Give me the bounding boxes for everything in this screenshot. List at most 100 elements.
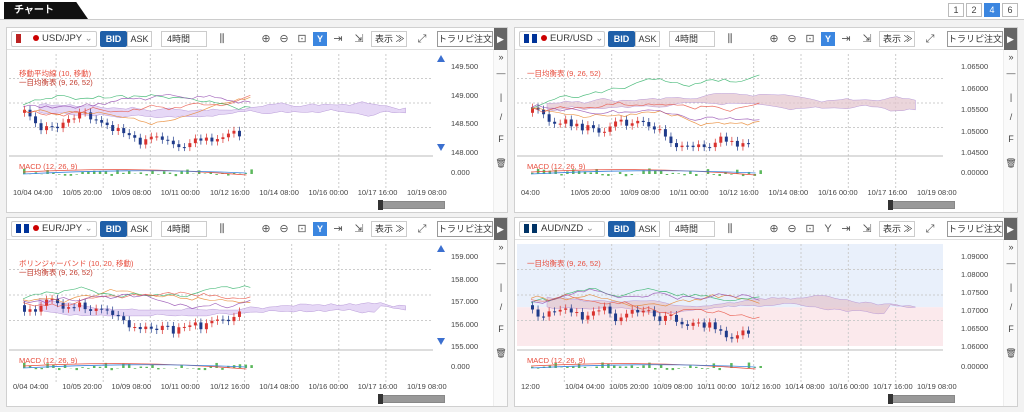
expand-icon[interactable]: ⤢: [417, 223, 427, 235]
price-chart-canvas[interactable]: [517, 54, 1001, 194]
jump-end-icon[interactable]: ⇥: [841, 33, 851, 45]
trade-order-button[interactable]: トラリピ注文: [947, 31, 1003, 47]
candle-type-icon[interactable]: ⫼: [219, 33, 225, 45]
trend-line-icon[interactable]: /: [1009, 302, 1013, 312]
horizontal-scrollbar[interactable]: [381, 395, 445, 403]
trade-order-button[interactable]: トラリピ注文: [437, 221, 493, 237]
layout-button-2[interactable]: 2: [966, 3, 982, 17]
scrollbar-handle[interactable]: [888, 394, 893, 404]
trash-icon[interactable]: 🗑: [495, 348, 507, 358]
display-menu-button[interactable]: 表示 ≫: [371, 221, 407, 237]
fit-icon[interactable]: ⊡: [297, 33, 307, 45]
zoom-in-icon[interactable]: ⊕: [261, 223, 271, 235]
currency-pair-select[interactable]: EUR/USD ⌄: [519, 31, 605, 47]
zoom-in-icon[interactable]: ⊕: [769, 33, 779, 45]
fit-icon[interactable]: ⊡: [805, 33, 815, 45]
trash-icon[interactable]: 🗑: [1005, 348, 1017, 358]
indicator-icon[interactable]: ⇲: [354, 223, 364, 235]
horizontal-line-icon[interactable]: —: [496, 68, 506, 78]
vertical-line-icon[interactable]: |: [1009, 92, 1013, 102]
indicator-label[interactable]: ボリンジャーバンド (10, 20, 移動): [19, 259, 134, 268]
chart-tab-title[interactable]: チャート: [4, 2, 88, 19]
horizontal-line-icon[interactable]: —: [1006, 68, 1016, 78]
expand-icon[interactable]: ⤢: [925, 223, 935, 235]
display-menu-button[interactable]: 表示 ≫: [371, 31, 407, 47]
trend-line-icon[interactable]: /: [499, 112, 503, 122]
ask-button[interactable]: ASK: [127, 221, 152, 237]
vertical-line-icon[interactable]: |: [1009, 282, 1013, 292]
fibonacci-icon[interactable]: F: [1008, 324, 1014, 334]
horizontal-scrollbar[interactable]: [381, 201, 445, 209]
price-chart-canvas[interactable]: [9, 244, 491, 388]
candle-type-icon[interactable]: ⫼: [727, 33, 733, 45]
timeframe-select[interactable]: 4時間: [669, 221, 715, 237]
trash-icon[interactable]: 🗑: [1005, 158, 1017, 168]
panel-arrow-icon[interactable]: ▶: [494, 218, 507, 240]
candle-type-icon[interactable]: ⫼: [727, 223, 733, 235]
bid-button[interactable]: BID: [100, 221, 127, 237]
panel-arrow-icon[interactable]: ▶: [494, 28, 507, 50]
yen-scale-icon[interactable]: Y: [313, 222, 327, 236]
fit-icon[interactable]: ⊡: [297, 223, 307, 235]
collapse-icon[interactable]: »: [498, 52, 504, 62]
panel-arrow-icon[interactable]: ▶: [1004, 28, 1017, 50]
scrollbar-handle[interactable]: [378, 394, 383, 404]
yen-scale-icon[interactable]: Y: [824, 223, 832, 235]
bid-button[interactable]: BID: [608, 221, 635, 237]
currency-pair-select[interactable]: AUD/NZD ⌄: [519, 221, 605, 237]
zoom-out-icon[interactable]: ⊖: [279, 33, 289, 45]
collapse-icon[interactable]: »: [1008, 52, 1014, 62]
zoom-out-icon[interactable]: ⊖: [787, 33, 797, 45]
timeframe-select[interactable]: 4時間: [161, 221, 207, 237]
jump-end-icon[interactable]: ⇥: [841, 223, 851, 235]
fibonacci-icon[interactable]: F: [498, 134, 504, 144]
vertical-line-icon[interactable]: |: [499, 282, 503, 292]
price-chart-canvas[interactable]: [517, 244, 1001, 388]
fit-icon[interactable]: ⊡: [805, 223, 815, 235]
indicator-label[interactable]: 移動平均線 (10, 移動): [19, 69, 92, 78]
price-chart-canvas[interactable]: [9, 54, 491, 194]
trade-order-button[interactable]: トラリピ注文: [437, 31, 493, 47]
trash-icon[interactable]: 🗑: [495, 158, 507, 168]
zoom-out-icon[interactable]: ⊖: [279, 223, 289, 235]
macd-label[interactable]: MACD (12, 26, 9): [19, 162, 78, 171]
scrollbar-handle[interactable]: [888, 200, 893, 210]
display-menu-button[interactable]: 表示 ≫: [879, 221, 915, 237]
macd-label[interactable]: MACD (12, 26, 9): [527, 356, 586, 365]
horizontal-line-icon[interactable]: —: [1006, 258, 1016, 268]
indicator-label[interactable]: 一目均衡表 (9, 26, 52): [527, 69, 601, 78]
scrollbar-handle[interactable]: [378, 200, 383, 210]
yen-scale-icon[interactable]: Y: [313, 32, 327, 46]
panel-arrow-icon[interactable]: ▶: [1004, 218, 1017, 240]
indicator-label[interactable]: 一目均衡表 (9, 26, 52): [19, 268, 93, 277]
bid-button[interactable]: BID: [608, 31, 635, 47]
vertical-line-icon[interactable]: |: [499, 92, 503, 102]
currency-pair-select[interactable]: USD/JPY ⌄: [11, 31, 97, 47]
fibonacci-icon[interactable]: F: [1008, 134, 1014, 144]
indicator-label[interactable]: 一目均衡表 (9, 26, 52): [19, 78, 93, 87]
timeframe-select[interactable]: 4時間: [669, 31, 715, 47]
expand-icon[interactable]: ⤢: [417, 33, 427, 45]
layout-button-6[interactable]: 6: [1002, 3, 1018, 17]
yen-scale-icon[interactable]: Y: [821, 32, 835, 46]
candle-type-icon[interactable]: ⫼: [219, 223, 225, 235]
collapse-icon[interactable]: »: [498, 242, 504, 252]
layout-button-1[interactable]: 1: [948, 3, 964, 17]
jump-end-icon[interactable]: ⇥: [333, 223, 343, 235]
timeframe-select[interactable]: 4時間: [161, 31, 207, 47]
trend-line-icon[interactable]: /: [1009, 112, 1013, 122]
ask-button[interactable]: ASK: [635, 31, 660, 47]
currency-pair-select[interactable]: EUR/JPY ⌄: [11, 221, 97, 237]
trend-line-icon[interactable]: /: [499, 302, 503, 312]
layout-button-4[interactable]: 4: [984, 3, 1000, 17]
indicator-icon[interactable]: ⇲: [354, 33, 364, 45]
macd-label[interactable]: MACD (12, 26, 9): [527, 162, 586, 171]
macd-label[interactable]: MACD (12, 26, 9): [19, 356, 78, 365]
fibonacci-icon[interactable]: F: [498, 324, 504, 334]
horizontal-scrollbar[interactable]: [891, 395, 955, 403]
ask-button[interactable]: ASK: [127, 31, 152, 47]
horizontal-line-icon[interactable]: —: [496, 258, 506, 268]
collapse-icon[interactable]: »: [1008, 242, 1014, 252]
indicator-icon[interactable]: ⇲: [862, 223, 872, 235]
jump-end-icon[interactable]: ⇥: [333, 33, 343, 45]
